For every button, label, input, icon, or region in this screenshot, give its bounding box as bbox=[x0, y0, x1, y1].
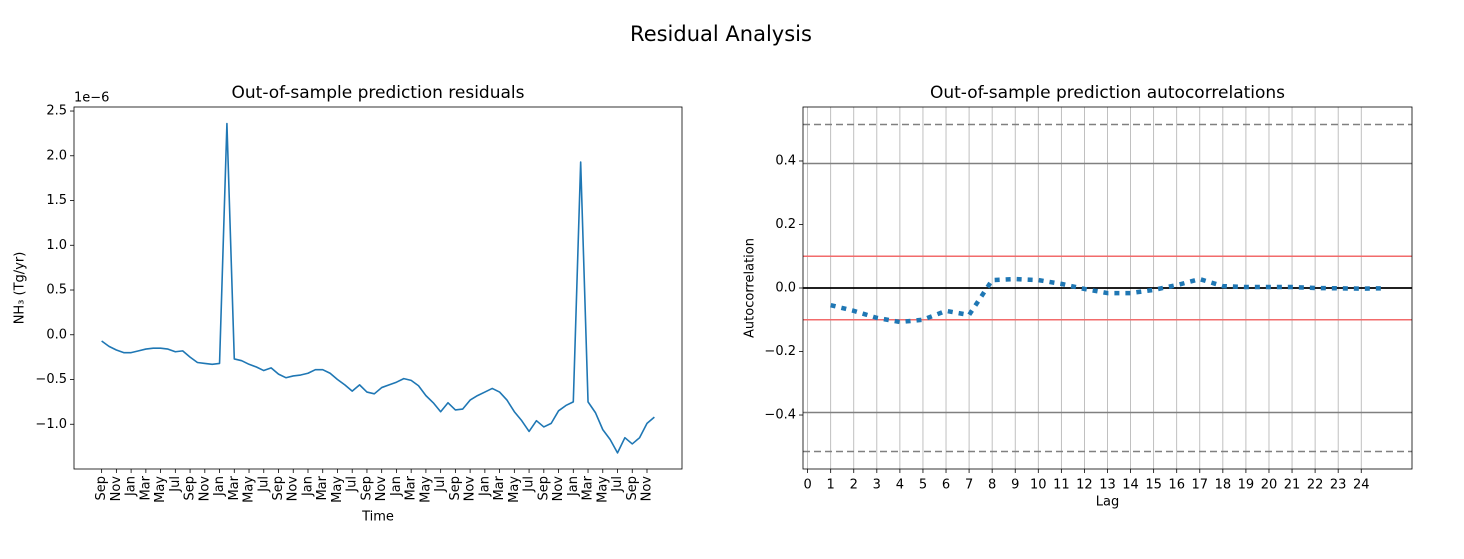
x-tick-label: Mar bbox=[315, 475, 330, 500]
data-line bbox=[830, 276, 1385, 325]
x-tick-label: 7 bbox=[965, 478, 973, 493]
x-tick-label: 10 bbox=[1030, 478, 1047, 493]
y-tick-label: 2.0 bbox=[46, 148, 67, 163]
x-tick-label: Nov bbox=[463, 476, 478, 502]
x-tick-label: Nov bbox=[374, 476, 389, 502]
y-axis-label: NH₃ (Tg/yr) bbox=[13, 252, 28, 325]
x-tick-label: 19 bbox=[1238, 478, 1255, 493]
x-tick-label: Jan bbox=[212, 476, 227, 497]
y-tick-label: −1.0 bbox=[35, 417, 67, 432]
x-tick-label: 5 bbox=[919, 478, 927, 493]
y-tick-label: −0.4 bbox=[764, 408, 796, 423]
x-tick-label: 24 bbox=[1353, 478, 1370, 493]
axes-title: Out-of-sample prediction residuals bbox=[232, 83, 525, 103]
y-tick-label: 2.5 bbox=[46, 104, 67, 119]
x-tick-label: 3 bbox=[873, 478, 881, 493]
axes-frame bbox=[73, 106, 683, 470]
x-tick-label: Jul bbox=[610, 476, 625, 493]
x-tick-label: 17 bbox=[1191, 478, 1208, 493]
x-tick-label: Nov bbox=[286, 476, 301, 502]
y-tick-label: 0.5 bbox=[46, 283, 67, 298]
x-tick-label: Jan bbox=[300, 476, 315, 497]
y-tick-label: 1.0 bbox=[46, 238, 67, 253]
x-tick-label: 6 bbox=[942, 478, 950, 493]
x-tick-label: Jan bbox=[566, 476, 581, 497]
x-tick-label: Jul bbox=[522, 476, 537, 493]
x-tick-label: 21 bbox=[1284, 478, 1301, 493]
x-tick-label: 2 bbox=[850, 478, 858, 493]
x-axis-label: Lag bbox=[1096, 495, 1119, 510]
x-tick-label: 23 bbox=[1330, 478, 1347, 493]
x-tick-label: Nov bbox=[197, 476, 212, 502]
data-line bbox=[101, 122, 655, 454]
x-tick-label: May bbox=[330, 476, 345, 503]
x-tick-label: Jul bbox=[433, 476, 448, 493]
x-tick-label: Nov bbox=[109, 476, 124, 502]
x-tick-label: Sep bbox=[625, 476, 640, 501]
x-tick-label: May bbox=[242, 476, 257, 503]
y-axis-label: Autocorrelation bbox=[743, 238, 758, 338]
figure-title: Residual Analysis bbox=[630, 22, 812, 46]
x-tick-label: 1 bbox=[827, 478, 835, 493]
x-tick-label: May bbox=[418, 476, 433, 503]
x-tick-label: Nov bbox=[639, 476, 654, 502]
x-tick-label: 14 bbox=[1122, 478, 1139, 493]
axes-title: Out-of-sample prediction autocorrelation… bbox=[930, 83, 1285, 103]
x-tick-label: 11 bbox=[1053, 478, 1070, 493]
y-tick-label: 0.2 bbox=[775, 217, 796, 232]
x-tick-label: Sep bbox=[359, 476, 374, 501]
x-tick-label: May bbox=[507, 476, 522, 503]
x-axis-label: Time bbox=[361, 510, 394, 525]
x-tick-label: 9 bbox=[1011, 478, 1019, 493]
x-tick-label: May bbox=[153, 476, 168, 503]
y-tick-label: −0.2 bbox=[764, 344, 796, 359]
x-tick-label: Jul bbox=[256, 476, 271, 493]
x-tick-label: Jan bbox=[477, 476, 492, 497]
x-tick-label: Mar bbox=[227, 475, 242, 500]
y-offset-label: 1e−6 bbox=[74, 91, 109, 106]
x-tick-label: 15 bbox=[1145, 478, 1162, 493]
x-tick-label: 18 bbox=[1215, 478, 1232, 493]
y-tick-label: 1.5 bbox=[46, 193, 67, 208]
x-tick-label: Jan bbox=[124, 476, 139, 497]
x-tick-label: Sep bbox=[448, 476, 463, 501]
x-tick-label: Mar bbox=[138, 475, 153, 500]
y-tick-label: 0.4 bbox=[775, 153, 796, 168]
x-tick-label: Jan bbox=[389, 476, 404, 497]
x-tick-label: May bbox=[595, 476, 610, 503]
y-tick-label: −0.5 bbox=[35, 372, 67, 387]
x-tick-label: Nov bbox=[551, 476, 566, 502]
x-tick-label: Mar bbox=[581, 475, 596, 500]
x-tick-label: Jul bbox=[168, 476, 183, 493]
y-tick-label: 0.0 bbox=[46, 327, 67, 342]
x-tick-label: 4 bbox=[896, 478, 904, 493]
x-tick-label: 8 bbox=[988, 478, 996, 493]
axes-frame bbox=[802, 106, 1413, 470]
x-tick-label: 12 bbox=[1076, 478, 1093, 493]
x-tick-label: Mar bbox=[492, 475, 507, 500]
x-tick-label: Sep bbox=[94, 476, 109, 501]
x-tick-label: Mar bbox=[404, 475, 419, 500]
x-tick-label: 20 bbox=[1261, 478, 1278, 493]
y-tick-label: 0.0 bbox=[775, 281, 796, 296]
x-tick-label: Sep bbox=[183, 476, 198, 501]
x-tick-label: 22 bbox=[1307, 478, 1324, 493]
x-tick-label: 13 bbox=[1099, 478, 1116, 493]
x-tick-label: Sep bbox=[536, 476, 551, 501]
x-tick-label: Jul bbox=[345, 476, 360, 493]
x-tick-label: 16 bbox=[1168, 478, 1185, 493]
x-tick-label: Sep bbox=[271, 476, 286, 501]
x-tick-label: 0 bbox=[803, 478, 811, 493]
